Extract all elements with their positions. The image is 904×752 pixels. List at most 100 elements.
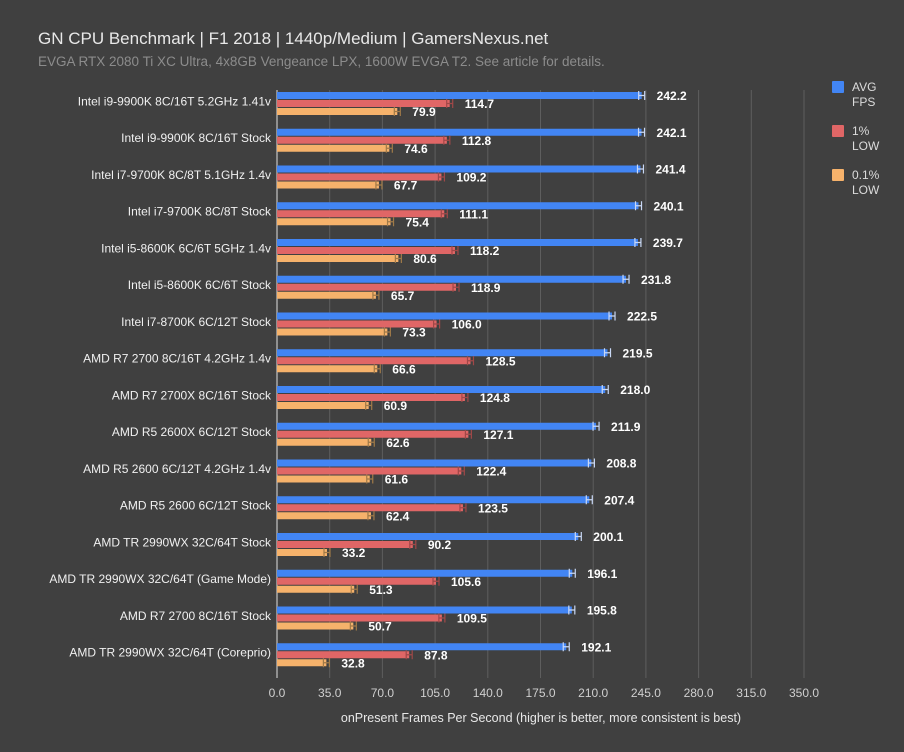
value-label: 79.9 xyxy=(412,105,436,119)
category-label: Intel i5-8600K 6C/6T 5GHz 1.4v xyxy=(101,241,271,255)
value-label: 196.1 xyxy=(587,567,617,581)
bar-1 xyxy=(277,541,413,548)
value-label: 74.6 xyxy=(404,142,428,156)
category-label: AMD R7 2700X 8C/16T Stock xyxy=(112,388,272,402)
bar-2 xyxy=(277,622,354,630)
value-label: 75.4 xyxy=(406,215,430,229)
bar-1 xyxy=(277,467,462,475)
value-label: 127.1 xyxy=(483,428,513,442)
legend-swatch xyxy=(832,169,844,181)
bar-row: Intel i7-8700K 6C/12T Stock 222.5 106.0 73.… xyxy=(121,310,657,340)
x-tick-label: 0.0 xyxy=(269,686,286,700)
error-bar xyxy=(568,605,576,615)
value-label: 239.7 xyxy=(653,236,683,250)
error-bar xyxy=(366,474,374,484)
bar-row: AMD R5 2600X 6C/12T Stock 211.9 127.1 62.6 xyxy=(112,420,641,450)
value-label: 122.4 xyxy=(476,465,506,479)
x-tick-label: 70.0 xyxy=(371,686,395,700)
legend-label: FPS xyxy=(852,95,875,109)
legend-label: 1% xyxy=(852,124,870,138)
value-label: 67.7 xyxy=(394,179,418,193)
x-tick-label: 210.0 xyxy=(578,686,608,700)
category-label: AMD R7 2700 8C/16T Stock xyxy=(120,609,272,623)
value-label: 32.8 xyxy=(341,656,365,670)
error-bar xyxy=(323,548,331,557)
value-label: 195.8 xyxy=(587,604,617,618)
category-label: Intel i7-9700K 8C/8T Stock xyxy=(128,205,272,219)
chart-subtitle: EVGA RTX 2080 Ti XC Ultra, 4x8GB Vengean… xyxy=(38,54,605,69)
value-label: 242.2 xyxy=(657,89,687,103)
value-label: 73.3 xyxy=(402,326,426,340)
bar-0 xyxy=(277,569,573,577)
bar-row: AMD R7 2700 8C/16T Stock 195.8 109.5 50.7 xyxy=(120,604,617,634)
error-bar xyxy=(587,458,595,468)
bar-1 xyxy=(277,210,445,218)
category-label: Intel i9-9900K 8C/16T Stock xyxy=(121,131,272,145)
value-label: 241.4 xyxy=(655,163,685,177)
category-label: Intel i9-9900K 8C/16T 5.2GHz 1.41v xyxy=(78,94,271,108)
bar-row: AMD R7 2700 8C/16T 4.2GHz 1.4v 219.5 128.5… xyxy=(83,346,653,376)
bar-2 xyxy=(277,218,391,226)
bar-1 xyxy=(277,430,469,438)
bar-2 xyxy=(277,328,388,336)
bar-1 xyxy=(277,100,450,107)
value-label: 61.6 xyxy=(385,473,409,487)
bar-2 xyxy=(277,585,355,593)
bar-row: Intel i5-8600K 6C/6T 5GHz 1.4v 239.7 118.2… xyxy=(101,236,683,266)
bar-row: Intel i9-9900K 8C/16T 5.2GHz 1.41v 242.2 1… xyxy=(78,89,687,119)
value-label: 118.2 xyxy=(470,244,500,258)
error-bar xyxy=(350,584,358,594)
value-label: 66.6 xyxy=(392,362,416,376)
value-label: 90.2 xyxy=(428,538,452,552)
category-label: Intel i7-9700K 8C/8T 5.1GHz 1.4v xyxy=(91,168,271,182)
bar-0 xyxy=(277,165,641,173)
category-label: AMD R5 2600 6C/12T Stock xyxy=(120,499,272,513)
error-bar xyxy=(372,290,380,300)
error-bar xyxy=(367,511,375,521)
bar-2 xyxy=(277,181,379,189)
value-label: 33.2 xyxy=(342,546,366,560)
x-axis-ticks: 0.0 35.0 70.0 105.0 140.0 175.0 210.0 245.0 280.… xyxy=(269,686,820,700)
bar-1 xyxy=(277,136,447,144)
value-label: 60.9 xyxy=(384,399,408,413)
value-label: 240.1 xyxy=(654,199,684,213)
error-bar xyxy=(451,246,459,255)
category-label: AMD TR 2990WX 32C/64T (Coreprio) xyxy=(69,646,271,660)
bar-0 xyxy=(277,422,597,430)
value-label: 109.5 xyxy=(457,612,487,626)
bar-1 xyxy=(277,504,463,512)
error-bar xyxy=(322,658,330,668)
x-tick-label: 175.0 xyxy=(525,686,555,700)
value-label: 50.7 xyxy=(368,620,392,634)
error-bar xyxy=(634,238,642,247)
value-label: 207.4 xyxy=(604,493,634,507)
category-label: AMD R7 2700 8C/16T 4.2GHz 1.4v xyxy=(83,352,271,366)
bar-2 xyxy=(277,255,399,262)
x-tick-label: 280.0 xyxy=(684,686,714,700)
error-bar xyxy=(385,143,393,153)
category-label: AMD R5 2600X 6C/12T Stock xyxy=(112,425,272,439)
bar-1 xyxy=(277,614,442,622)
error-bar xyxy=(562,642,570,652)
value-label: 231.8 xyxy=(641,273,671,287)
bar-1 xyxy=(277,283,457,291)
value-label: 114.7 xyxy=(465,97,495,111)
bar-1 xyxy=(277,247,455,254)
bar-2 xyxy=(277,108,398,115)
bar-row: AMD TR 2990WX 32C/64T (Game Mode) 196.1 10… xyxy=(49,567,617,597)
bar-2 xyxy=(277,438,372,446)
bar-row: AMD TR 2990WX 32C/64T (Coreprio) 192.1 87.… xyxy=(69,640,611,670)
bar-0 xyxy=(277,459,592,467)
value-label: 219.5 xyxy=(623,346,653,360)
bar-2 xyxy=(277,291,376,299)
error-bar xyxy=(636,164,645,174)
bar-1 xyxy=(277,320,437,328)
x-tick-label: 245.0 xyxy=(631,686,661,700)
error-bar xyxy=(461,393,469,402)
bar-2 xyxy=(277,365,378,373)
legend-label: LOW xyxy=(852,183,880,197)
value-label: 106.0 xyxy=(452,318,482,332)
error-bar xyxy=(349,621,357,631)
x-axis-label: onPresent Frames Per Second (higher is b… xyxy=(341,711,741,725)
value-label: 62.6 xyxy=(386,436,410,450)
